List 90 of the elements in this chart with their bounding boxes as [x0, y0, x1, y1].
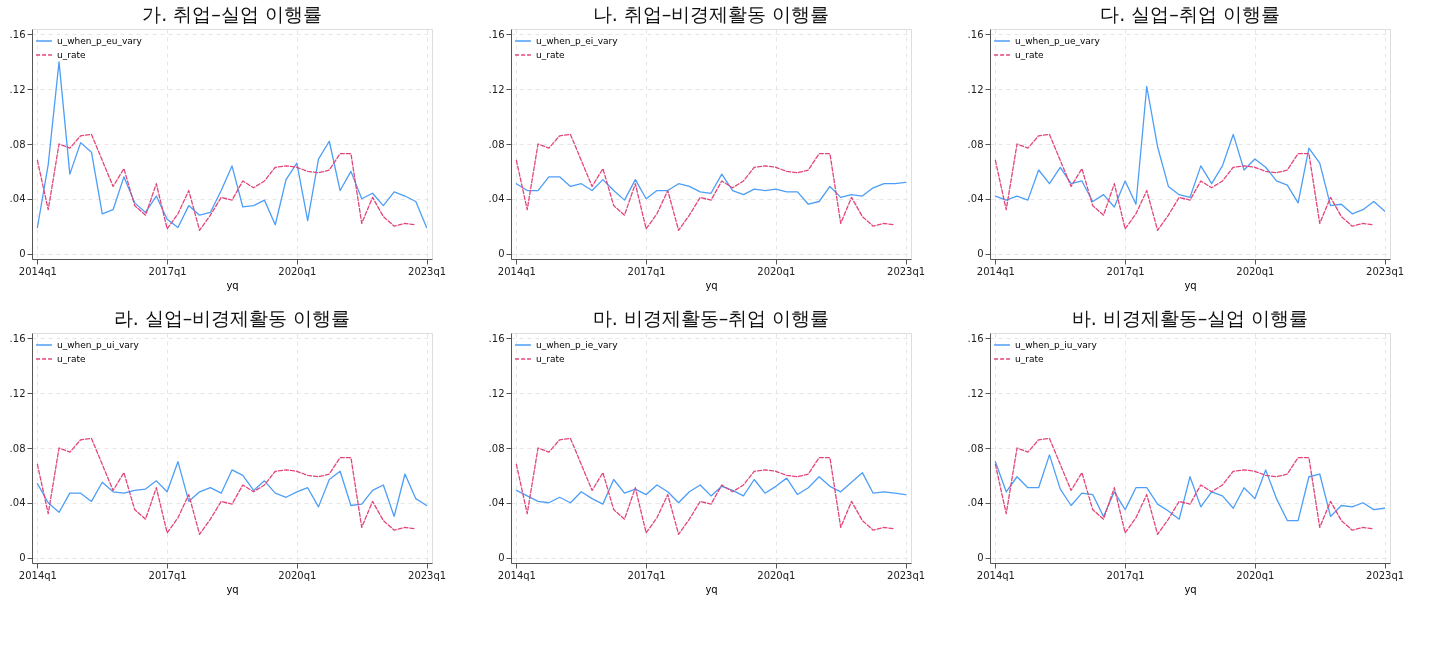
y-tick-label: .16	[967, 28, 984, 40]
y-tick-label: .08	[9, 138, 26, 150]
y-tick-label: .16	[967, 332, 984, 344]
x-tick-label: 2020q1	[1236, 569, 1275, 581]
y-tick-label: .12	[9, 387, 26, 399]
legend-label: u_rate	[536, 50, 565, 60]
chart-title: 나. 취업–비경제활동 이행률	[592, 3, 830, 25]
x-tick-label: 2014q1	[497, 265, 536, 277]
x-tick-label: 2023q1	[408, 265, 447, 277]
line-series	[994, 437, 1375, 535]
x-tick-label: 2023q1	[887, 265, 926, 277]
x-tick-label: 2017q1	[627, 265, 666, 277]
x-tick-label: 2017q1	[148, 265, 187, 277]
y-tick-label: .12	[967, 387, 984, 399]
y-tick-label: .04	[967, 193, 984, 205]
y-tick-label: .08	[488, 442, 505, 454]
x-tick-label: 2020q1	[1236, 265, 1275, 277]
x-tick-label: 2014q1	[497, 569, 536, 581]
x-axis-title: yq	[1184, 279, 1197, 291]
legend-label: u_rate	[1015, 354, 1044, 364]
line-series	[994, 85, 1386, 215]
x-axis-title: yq	[705, 583, 718, 595]
y-tick-label: 0	[19, 248, 26, 260]
y-tick-label: .08	[9, 442, 26, 454]
line-series	[36, 437, 417, 535]
chart-title: 다. 실업–취업 이행률	[1100, 3, 1280, 25]
x-tick-label: 2023q1	[1366, 265, 1405, 277]
legend-label: u_when_p_iu_vary	[1015, 340, 1098, 350]
x-tick-label: 2020q1	[278, 569, 317, 581]
chart-title: 바. 비경제활동–실업 이행률	[1071, 307, 1309, 329]
y-tick-label: 0	[977, 552, 984, 564]
y-tick-label: 0	[498, 552, 505, 564]
y-tick-label: .12	[9, 83, 26, 95]
y-tick-label: .08	[967, 138, 984, 150]
y-tick-label: .16	[488, 28, 505, 40]
x-tick-label: 2020q1	[757, 265, 796, 277]
y-tick-label: .12	[488, 387, 505, 399]
line-series	[515, 173, 907, 205]
chart-title: 라. 실업–비경제활동 이행률	[113, 307, 351, 329]
x-tick-label: 2017q1	[1106, 265, 1145, 277]
x-tick-label: 2020q1	[757, 569, 796, 581]
y-tick-label: 0	[19, 552, 26, 564]
legend-label: u_rate	[57, 354, 86, 364]
chart-title: 가. 취업–실업 이행률	[142, 3, 322, 25]
x-tick-label: 2014q1	[976, 265, 1015, 277]
line-series	[36, 461, 428, 518]
x-tick-label: 2023q1	[1366, 569, 1405, 581]
line-series	[994, 454, 1386, 522]
y-tick-label: 0	[977, 248, 984, 260]
x-tick-label: 2023q1	[408, 569, 447, 581]
x-tick-label: 2014q1	[18, 569, 57, 581]
legend-label: u_when_p_ui_vary	[57, 340, 140, 350]
line-series	[515, 471, 907, 505]
x-tick-label: 2017q1	[627, 569, 666, 581]
legend-label: u_when_p_eu_vary	[57, 36, 143, 46]
y-tick-label: .16	[9, 28, 26, 40]
legend-label: u_rate	[57, 50, 86, 60]
line-series	[36, 61, 428, 229]
x-axis-title: yq	[226, 583, 239, 595]
line-series	[515, 133, 896, 231]
x-axis-title: yq	[1184, 583, 1197, 595]
x-tick-label: 2023q1	[887, 569, 926, 581]
x-tick-label: 2014q1	[18, 265, 57, 277]
x-axis-title: yq	[226, 279, 239, 291]
y-tick-label: .12	[967, 83, 984, 95]
x-tick-label: 2017q1	[148, 569, 187, 581]
legend-label: u_when_p_ie_vary	[536, 340, 619, 350]
line-series	[36, 133, 417, 231]
x-axis-title: yq	[705, 279, 718, 291]
y-tick-label: .04	[9, 497, 26, 509]
y-tick-label: .16	[9, 332, 26, 344]
x-tick-label: 2020q1	[278, 265, 317, 277]
line-series	[515, 437, 896, 535]
y-tick-label: .16	[488, 332, 505, 344]
line-series	[994, 133, 1375, 231]
legend-label: u_rate	[536, 354, 565, 364]
legend-label: u_when_p_ei_vary	[536, 36, 619, 46]
y-tick-label: .04	[488, 193, 505, 205]
x-tick-label: 2014q1	[976, 569, 1015, 581]
y-tick-label: .12	[488, 83, 505, 95]
y-tick-label: .08	[967, 442, 984, 454]
y-tick-label: .04	[967, 497, 984, 509]
chart-title: 마. 비경제활동–취업 이행률	[592, 307, 830, 329]
y-tick-label: .04	[488, 497, 505, 509]
x-tick-label: 2017q1	[1106, 569, 1145, 581]
y-tick-label: 0	[498, 248, 505, 260]
legend-label: u_rate	[1015, 50, 1044, 60]
y-tick-label: .08	[488, 138, 505, 150]
y-tick-label: .04	[9, 193, 26, 205]
legend-label: u_when_p_ue_vary	[1015, 36, 1101, 46]
